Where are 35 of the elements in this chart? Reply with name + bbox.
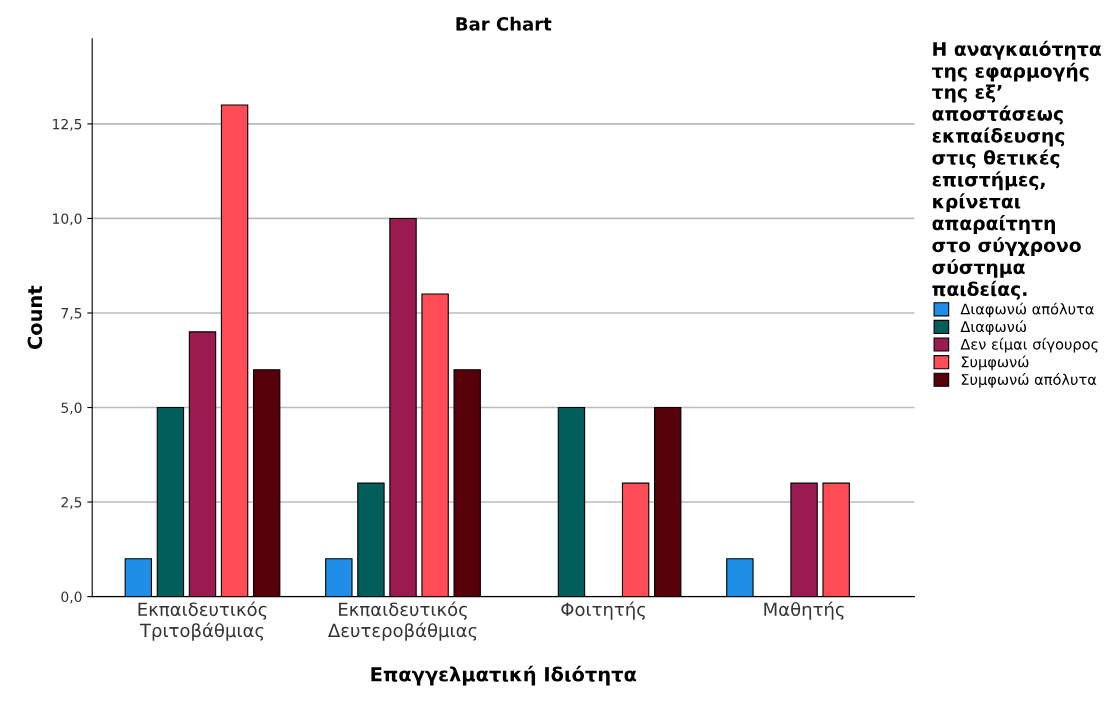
bar xyxy=(790,482,818,597)
bar xyxy=(252,369,281,597)
legend-label: Διαφωνώ xyxy=(960,320,1027,335)
bar xyxy=(389,217,417,597)
bar xyxy=(421,293,449,597)
x-axis-title: Επαγγελματική Ιδιότητα xyxy=(371,665,637,686)
y-tick-label: 0,0 xyxy=(61,591,82,604)
legend-label: Διαφωνώ απόλυτα xyxy=(960,302,1094,318)
chart-title: Bar Chart xyxy=(456,16,552,31)
y-axis-title: Count xyxy=(27,285,43,350)
bar xyxy=(220,104,249,597)
bar xyxy=(621,482,650,597)
bar xyxy=(156,406,185,597)
y-tick-label: 10,0 xyxy=(53,213,82,226)
bar xyxy=(325,558,353,597)
legend-label: Δεν είμαι σίγουρος xyxy=(960,337,1098,353)
bar xyxy=(453,369,481,597)
legend-label: Συμφωνώ απόλυτα xyxy=(961,373,1097,388)
bar xyxy=(188,331,217,597)
bar xyxy=(557,406,586,597)
x-tick-label: Φοιτητής xyxy=(561,601,646,620)
bar xyxy=(822,482,850,597)
text: Η αναγκαιότητα της εφαρμογής της εξ’ αποστάσεως εκπαίδευσης στις θετικές επιστήμες, κρίνεται απαραίτητη στο σύγχρονο σύστημα παιδείας. xyxy=(931,40,1101,300)
y-tick-label: 5,0 xyxy=(61,402,82,415)
x-tick-label: Εκπαιδευτικός Τριτοβάθμιας xyxy=(138,601,267,641)
y-tick-label: 2,5 xyxy=(61,497,82,509)
bar xyxy=(124,558,153,597)
x-tick-label: Μαθητής xyxy=(764,601,844,620)
y-tick-label: 7,5 xyxy=(61,308,82,320)
x-tick-label: Εκπαιδευτικός Δευτεροβάθμιας xyxy=(328,601,477,641)
bar xyxy=(654,406,682,597)
bar xyxy=(726,558,754,597)
y-tick-label: 12,5 xyxy=(53,118,82,131)
legend-label: Συμφωνώ xyxy=(961,355,1029,371)
bar xyxy=(357,482,385,597)
